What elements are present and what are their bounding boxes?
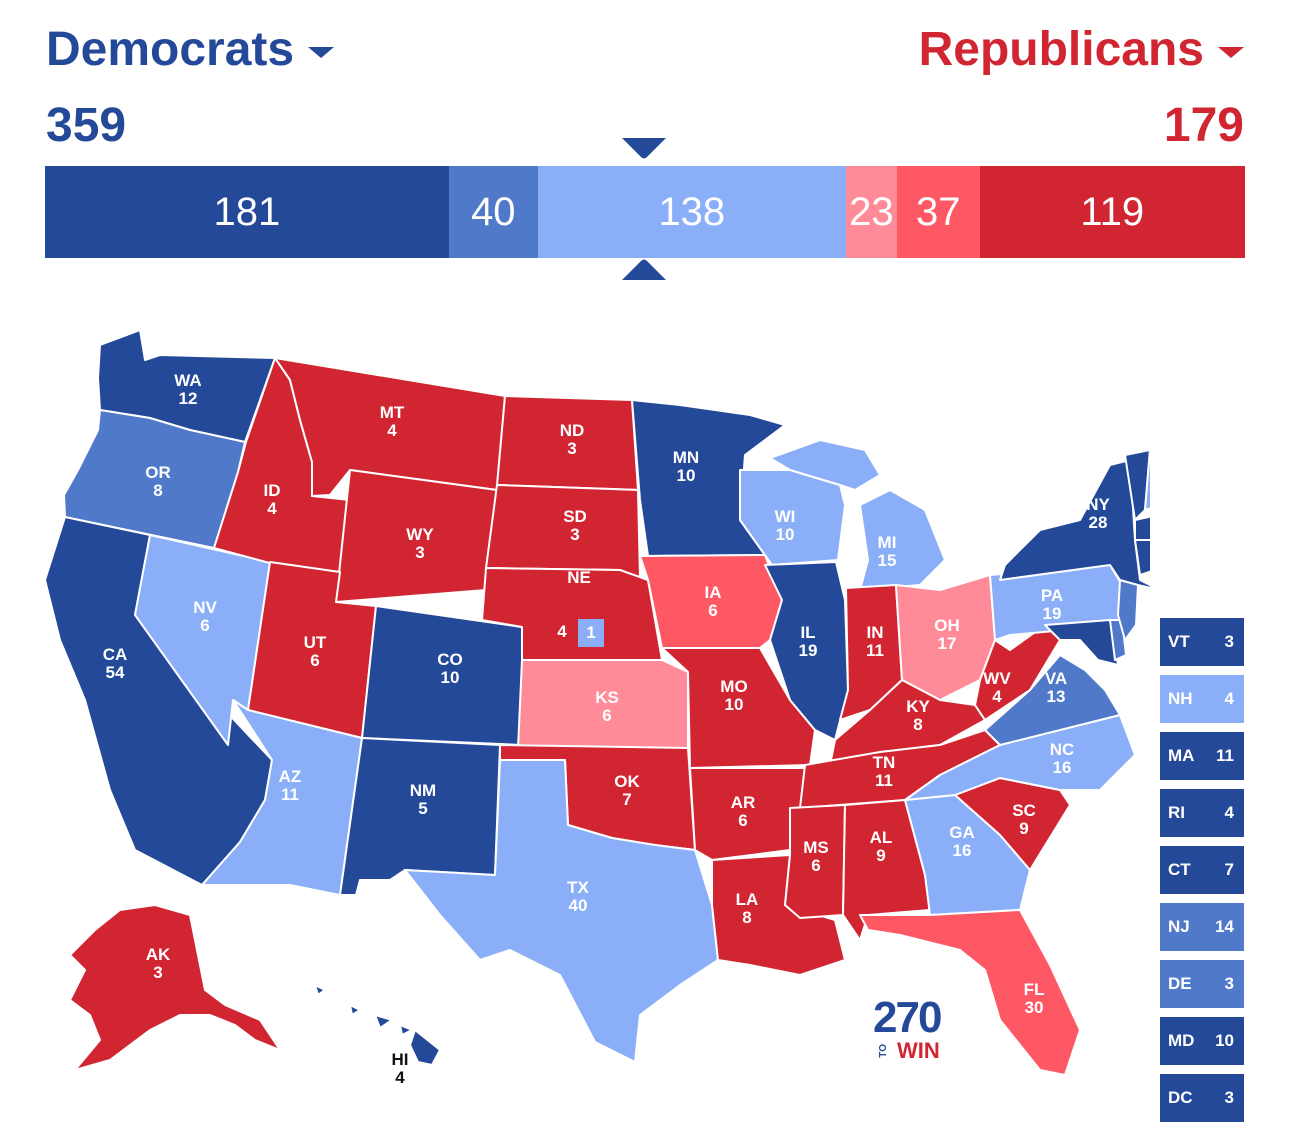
bar-segment-tilt-r[interactable]: 23: [845, 166, 898, 258]
small-states-list: VT 3 NH 4 MA 11 RI 4 CT 7 NJ 14 DE 3 MD 10 DC 3: [1160, 618, 1244, 1131]
bar-segment-likely-d[interactable]: 40: [448, 166, 538, 258]
logo-win: WIN: [897, 1038, 940, 1063]
small-state-abbr: RI: [1168, 803, 1185, 822]
electoral-vote-bar: 181 40 138 23 37 119: [45, 166, 1245, 258]
state-sd[interactable]: [485, 484, 641, 579]
state-ks[interactable]: [517, 659, 689, 749]
small-state-ev: 11: [1216, 746, 1234, 765]
democrats-dropdown[interactable]: Democrats: [46, 22, 335, 77]
small-state-ev: 3: [1224, 1088, 1234, 1107]
state-ak[interactable]: [69, 904, 281, 1071]
chevron-down-icon: [1218, 47, 1244, 58]
state-ma[interactable]: [1134, 510, 1150, 545]
small-state-ct[interactable]: CT 7: [1160, 846, 1244, 894]
state-ct[interactable]: [1134, 539, 1150, 576]
state-mo[interactable]: [661, 647, 816, 769]
state-ev-hi: 4: [395, 1068, 405, 1087]
republicans-total: 179: [1163, 99, 1244, 152]
small-state-ev: 3: [1224, 974, 1234, 993]
state-label-hi: HI: [392, 1050, 409, 1069]
state-mi[interactable]: [769, 439, 946, 591]
small-state-ev: 14: [1215, 917, 1234, 936]
state-il[interactable]: [764, 561, 849, 741]
state-hi[interactable]: [314, 984, 441, 1066]
democrats-label: Democrats: [46, 23, 295, 76]
small-state-nh[interactable]: NH 4: [1160, 675, 1244, 723]
state-va[interactable]: [984, 654, 1121, 746]
republicans-label: Republicans: [918, 23, 1204, 76]
small-state-nj[interactable]: NJ 14: [1160, 903, 1244, 951]
small-state-ev: 7: [1224, 860, 1234, 879]
bar-segment-likely-r[interactable]: 37: [897, 166, 980, 258]
small-state-ev: 4: [1224, 689, 1234, 708]
bar-segment-safe-r[interactable]: 119: [979, 166, 1245, 258]
state-wy[interactable]: [335, 469, 498, 603]
state-ny[interactable]: [999, 459, 1150, 590]
small-state-ri[interactable]: RI 4: [1160, 789, 1244, 837]
small-state-abbr: VT: [1168, 632, 1190, 651]
small-state-abbr: DE: [1168, 974, 1192, 993]
270-marker-bottom-icon: [622, 259, 666, 280]
small-state-abbr: NH: [1168, 689, 1193, 708]
small-state-abbr: DC: [1168, 1088, 1193, 1107]
state-ia[interactable]: [639, 554, 783, 649]
state-ms[interactable]: [784, 804, 846, 919]
small-state-dc[interactable]: DC 3: [1160, 1074, 1244, 1122]
small-state-vt[interactable]: VT 3: [1160, 618, 1244, 666]
small-state-ev: 10: [1215, 1031, 1234, 1050]
state-tx[interactable]: [404, 759, 719, 1063]
small-state-md[interactable]: MD 10: [1160, 1017, 1244, 1065]
ne-district-2-box[interactable]: [578, 619, 604, 647]
bar-segment-safe-d[interactable]: 181: [45, 166, 449, 258]
republicans-dropdown[interactable]: Republicans: [919, 22, 1244, 77]
state-fl[interactable]: [859, 909, 1081, 1076]
small-state-ma[interactable]: MA 11: [1160, 732, 1244, 780]
270towin-logo: 270 TO WIN: [873, 996, 953, 1062]
state-co[interactable]: [361, 605, 523, 746]
state-nd[interactable]: [496, 395, 639, 491]
small-state-de[interactable]: DE 3: [1160, 960, 1244, 1008]
270-marker-top-icon: [622, 138, 666, 159]
state-nh[interactable]: [1144, 440, 1150, 511]
small-state-abbr: CT: [1168, 860, 1191, 879]
logo-to: TO: [878, 1044, 889, 1058]
small-state-ev: 3: [1224, 632, 1234, 651]
bar-segment-lean-d[interactable]: 138: [537, 166, 846, 258]
chevron-down-icon: [308, 47, 335, 58]
small-state-abbr: MD: [1168, 1031, 1195, 1050]
democrats-total: 359: [46, 99, 127, 152]
small-state-ev: 4: [1224, 803, 1234, 822]
small-state-abbr: NJ: [1168, 917, 1190, 936]
small-state-abbr: MA: [1168, 746, 1195, 765]
logo-number: 270: [873, 993, 942, 1042]
